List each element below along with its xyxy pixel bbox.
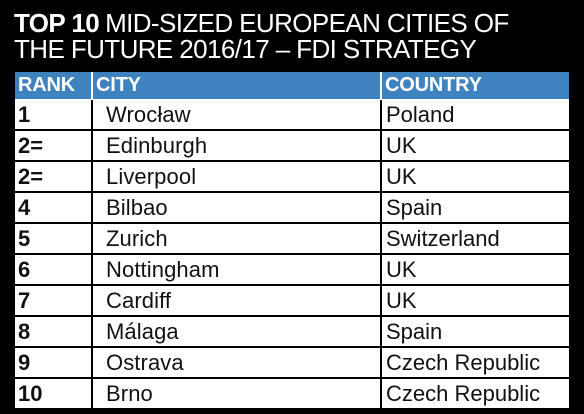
city-cell: Nottingham [92, 254, 382, 286]
rank-cell: 10 [15, 378, 93, 408]
rank-cell: 2= [15, 161, 93, 193]
table-row: 9 Ostrava Czech Republic [15, 347, 569, 379]
city-cell: Liverpool [92, 161, 382, 193]
country-cell: UK [381, 161, 569, 193]
table-row: 1 Wrocław Poland [15, 99, 569, 131]
title-highlight: TOP 10 [14, 8, 100, 38]
country-cell: UK [381, 130, 569, 162]
rank-cell: 9 [15, 347, 93, 379]
city-column-header: CITY [92, 72, 382, 100]
country-column-header: COUNTRY [381, 72, 569, 100]
city-cell: Wrocław [92, 99, 382, 131]
table-row: 2= Liverpool UK [15, 161, 569, 193]
title-line-2: THE FUTURE 2016/17 – FDI STRATEGY [14, 34, 477, 64]
table-row: 2= Edinburgh UK [15, 130, 569, 162]
table-row: 6 Nottingham UK [15, 254, 569, 286]
rank-column-header: RANK [15, 72, 93, 100]
city-cell: Ostrava [92, 347, 382, 379]
table-row: 10 Brno Czech Republic [15, 378, 569, 408]
rank-cell: 6 [15, 254, 93, 286]
rank-cell: 7 [15, 285, 93, 317]
city-cell: Brno [92, 378, 382, 408]
rankings-table: RANK CITY COUNTRY 1 Wrocław Poland 2= Ed… [15, 72, 569, 408]
table-row: 7 Cardiff UK [15, 285, 569, 317]
country-cell: Czech Republic [381, 378, 569, 408]
city-cell: Edinburgh [92, 130, 382, 162]
city-cell: Cardiff [92, 285, 382, 317]
country-cell: Czech Republic [381, 347, 569, 379]
country-cell: UK [381, 285, 569, 317]
rank-cell: 5 [15, 223, 93, 255]
page-title: TOP 10 MID-SIZED EUROPEAN CITIES OF THE F… [14, 10, 580, 62]
country-cell: Switzerland [381, 223, 569, 255]
table-row: 4 Bilbao Spain [15, 192, 569, 224]
rank-cell: 8 [15, 316, 93, 348]
title-line-1: TOP 10 MID-SIZED EUROPEAN CITIES OF [14, 10, 580, 36]
country-cell: UK [381, 254, 569, 286]
rank-cell: 4 [15, 192, 93, 224]
city-cell: Málaga [92, 316, 382, 348]
rank-cell: 2= [15, 130, 93, 162]
city-cell: Zurich [92, 223, 382, 255]
country-cell: Spain [381, 316, 569, 348]
country-cell: Poland [381, 99, 569, 131]
rank-cell: 1 [15, 99, 93, 131]
city-cell: Bilbao [92, 192, 382, 224]
table-row: 5 Zurich Switzerland [15, 223, 569, 255]
country-cell: Spain [381, 192, 569, 224]
table-row: 8 Málaga Spain [15, 316, 569, 348]
title-line-1-text: MID-SIZED EUROPEAN CITIES OF [105, 8, 509, 38]
table-header-row: RANK CITY COUNTRY [15, 72, 569, 100]
